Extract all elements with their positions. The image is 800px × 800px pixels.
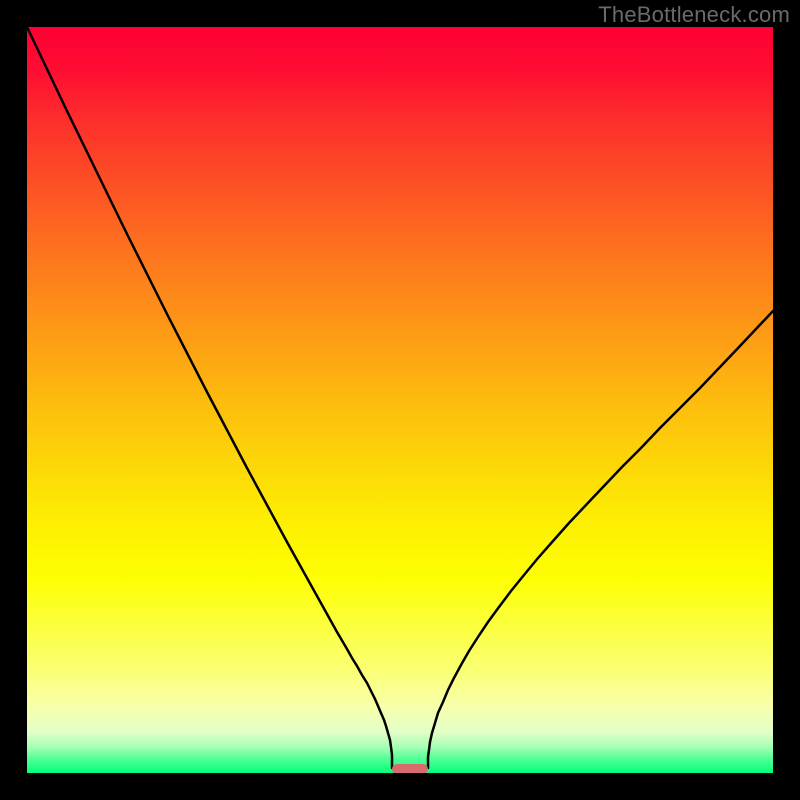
watermark-text: TheBottleneck.com: [598, 2, 790, 28]
plot-area: [27, 27, 773, 773]
chart-svg: [0, 0, 800, 800]
bottleneck-marker: [392, 764, 428, 774]
bottleneck-chart: [0, 0, 800, 800]
